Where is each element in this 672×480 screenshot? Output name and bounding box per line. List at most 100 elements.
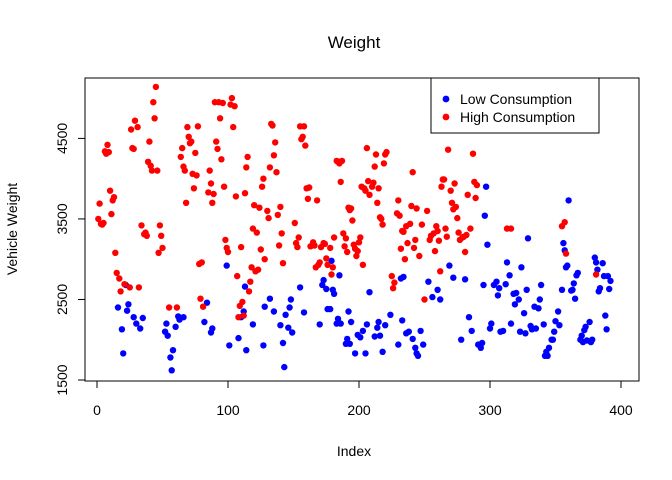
data-point xyxy=(228,94,236,102)
data-point xyxy=(163,320,170,327)
data-point xyxy=(244,153,251,161)
data-point xyxy=(106,187,114,194)
data-point xyxy=(425,278,432,285)
data-point xyxy=(150,99,157,106)
data-point xyxy=(198,259,205,266)
data-point xyxy=(133,320,140,327)
data-point xyxy=(552,318,559,325)
data-point xyxy=(209,199,216,206)
data-point xyxy=(433,223,440,230)
x-tick-label: 0 xyxy=(93,402,101,418)
data-point xyxy=(481,212,488,219)
data-point xyxy=(454,214,461,222)
data-point xyxy=(478,339,486,347)
data-point xyxy=(372,151,380,158)
data-point xyxy=(380,160,388,167)
data-point xyxy=(330,234,338,241)
data-point xyxy=(253,229,260,236)
data-point xyxy=(137,325,144,332)
data-point xyxy=(431,247,439,255)
data-point xyxy=(248,264,255,271)
data-point xyxy=(596,285,604,292)
data-point xyxy=(447,187,454,194)
data-point xyxy=(507,320,515,327)
data-point xyxy=(359,261,367,268)
data-point xyxy=(306,184,313,191)
data-point xyxy=(275,242,283,249)
data-point xyxy=(177,153,184,161)
data-point xyxy=(374,199,381,206)
y-tick-label: 4500 xyxy=(54,123,70,154)
data-point xyxy=(468,327,475,335)
legend: Low Consumption High Consumption xyxy=(430,77,600,134)
data-point xyxy=(172,323,179,330)
data-point xyxy=(518,264,525,271)
data-point xyxy=(218,156,225,163)
data-point xyxy=(396,212,403,219)
data-point xyxy=(399,317,406,324)
data-point xyxy=(502,281,509,288)
data-point xyxy=(357,234,364,241)
data-point xyxy=(409,335,416,343)
data-point xyxy=(239,298,246,306)
data-point xyxy=(180,314,187,321)
data-point xyxy=(365,177,372,185)
data-point xyxy=(121,281,128,288)
data-point xyxy=(286,304,293,311)
data-point xyxy=(114,304,122,311)
data-point xyxy=(592,259,600,266)
data-point xyxy=(520,310,528,317)
data-point xyxy=(138,222,145,229)
data-point xyxy=(249,321,257,328)
x-tick-label: 400 xyxy=(609,402,633,418)
data-point xyxy=(266,295,274,302)
data-point xyxy=(511,301,519,308)
data-point xyxy=(446,262,453,269)
data-point xyxy=(143,232,150,239)
x-tick-label: 300 xyxy=(478,402,502,418)
data-point xyxy=(347,205,355,212)
x-tick-label: 100 xyxy=(216,402,240,418)
data-point xyxy=(289,329,296,336)
data-point xyxy=(414,352,422,359)
data-point xyxy=(494,292,502,299)
data-point xyxy=(551,328,558,335)
data-point xyxy=(451,180,458,187)
data-point xyxy=(235,334,242,342)
data-point xyxy=(344,248,351,256)
data-point xyxy=(281,363,288,371)
data-point xyxy=(569,286,576,293)
data-point xyxy=(413,205,420,212)
data-point xyxy=(272,139,279,146)
data-point xyxy=(387,311,394,318)
data-point xyxy=(291,219,298,227)
data-point xyxy=(359,327,367,335)
data-point xyxy=(188,138,195,145)
data-point xyxy=(241,190,249,197)
data-point xyxy=(606,285,613,293)
data-point xyxy=(300,309,308,316)
data-point xyxy=(379,348,386,355)
data-point xyxy=(330,290,338,297)
data-point xyxy=(240,312,247,319)
data-point xyxy=(467,225,474,232)
data-point xyxy=(440,176,448,183)
data-point xyxy=(499,327,507,335)
data-point xyxy=(345,308,352,315)
data-point xyxy=(147,162,154,169)
x-axis: 0 100 200 300 400 xyxy=(93,380,633,418)
data-point xyxy=(261,303,268,310)
data-point xyxy=(354,247,361,255)
data-point xyxy=(151,115,158,122)
data-point xyxy=(418,221,426,228)
data-point xyxy=(416,252,423,260)
data-point xyxy=(437,296,444,303)
data-point xyxy=(452,203,460,211)
data-point xyxy=(117,288,124,295)
data-point xyxy=(100,219,107,227)
data-point xyxy=(349,217,356,224)
data-point xyxy=(135,284,143,291)
chart-title: Weight xyxy=(328,33,381,52)
data-point xyxy=(205,189,212,196)
data-point xyxy=(434,286,441,293)
